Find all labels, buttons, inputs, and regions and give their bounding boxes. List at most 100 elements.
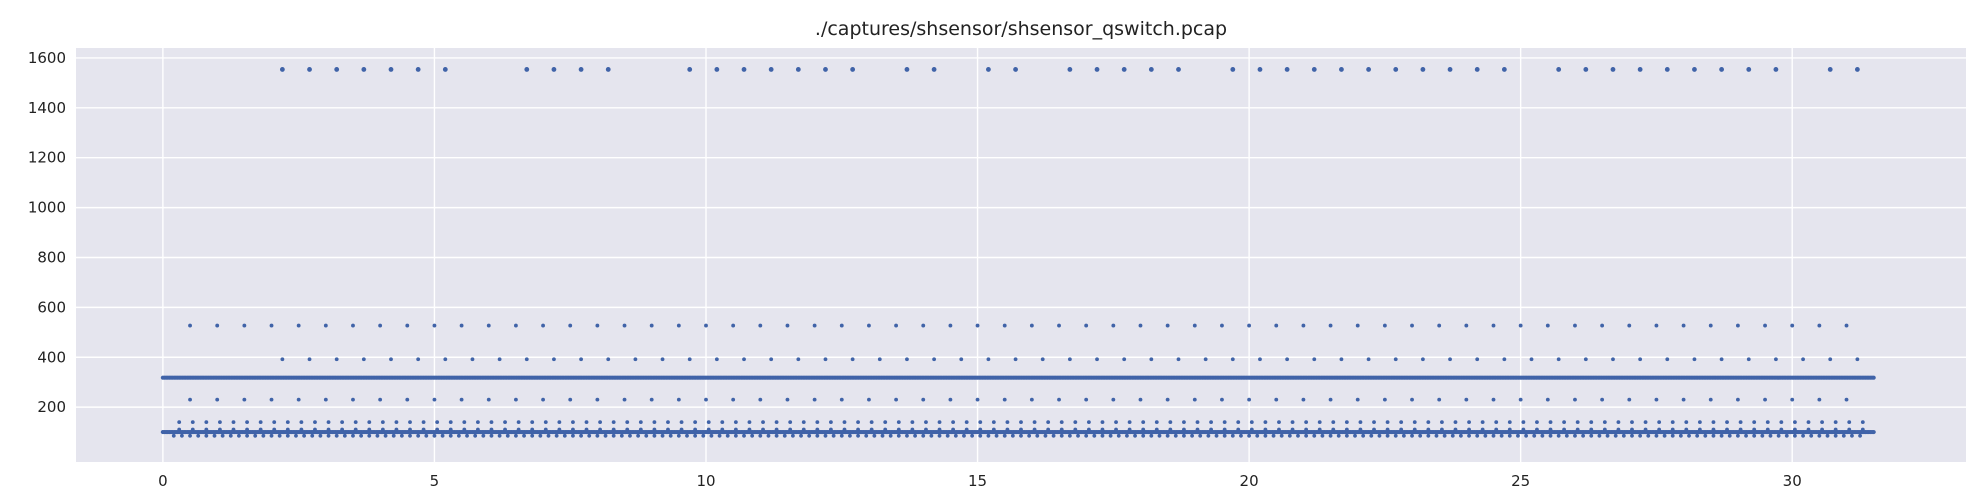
data-point xyxy=(1779,420,1784,424)
data-point xyxy=(1827,67,1833,72)
data-point xyxy=(766,433,771,438)
data-point xyxy=(1220,323,1224,328)
data-point xyxy=(1583,67,1589,72)
data-point xyxy=(497,433,502,438)
data-point xyxy=(1467,420,1471,424)
data-point xyxy=(848,433,852,438)
data-point xyxy=(978,433,983,438)
data-point xyxy=(628,433,632,438)
data-point xyxy=(405,397,410,402)
data-point xyxy=(964,420,969,424)
data-point xyxy=(994,433,999,438)
data-point xyxy=(1736,397,1740,402)
data-point xyxy=(1165,323,1170,328)
data-point xyxy=(679,420,684,424)
data-point xyxy=(1257,67,1263,72)
data-point xyxy=(603,433,608,438)
data-point xyxy=(530,420,535,424)
data-point xyxy=(514,433,518,438)
data-point xyxy=(1501,67,1507,72)
data-point xyxy=(215,397,220,402)
data-point xyxy=(1111,397,1116,402)
data-point xyxy=(1447,67,1453,72)
data-point xyxy=(1507,433,1512,438)
data-point xyxy=(1589,420,1594,424)
data-point xyxy=(334,357,339,362)
data-point xyxy=(543,420,548,424)
data-point xyxy=(578,67,584,72)
data-point xyxy=(1597,433,1602,438)
data-point xyxy=(872,433,877,438)
data-point xyxy=(1583,357,1588,362)
data-point xyxy=(644,433,649,438)
data-point xyxy=(503,420,507,424)
data-point xyxy=(340,420,345,424)
data-point xyxy=(598,420,602,424)
data-point xyxy=(1287,433,1292,438)
data-point xyxy=(1562,420,1566,424)
data-point xyxy=(421,420,426,424)
data-point xyxy=(1817,323,1822,328)
data-point xyxy=(883,420,888,424)
data-point xyxy=(605,67,611,72)
data-point xyxy=(1138,323,1143,328)
data-point xyxy=(1752,420,1757,424)
data-point xyxy=(212,433,217,438)
data-point xyxy=(1643,420,1648,424)
data-point xyxy=(706,420,711,424)
data-point xyxy=(986,357,991,362)
data-point xyxy=(1418,433,1423,438)
data-point xyxy=(1575,420,1580,424)
data-point xyxy=(1475,357,1480,362)
data-point xyxy=(1602,420,1607,424)
data-point xyxy=(261,433,266,438)
data-point xyxy=(296,397,301,402)
data-point xyxy=(1263,433,1268,438)
data-point xyxy=(741,67,747,72)
data-point xyxy=(1076,433,1080,438)
data-point xyxy=(1372,420,1376,424)
data-point xyxy=(676,433,681,438)
data-point xyxy=(622,397,627,402)
data-point xyxy=(497,357,502,362)
data-point xyxy=(1019,420,1023,424)
data-point xyxy=(1035,433,1040,438)
data-point xyxy=(1284,67,1290,72)
data-point xyxy=(546,433,551,438)
y-tick-label: 600 xyxy=(37,298,66,316)
data-point xyxy=(476,420,480,424)
data-point xyxy=(785,323,790,328)
data-point xyxy=(380,420,385,424)
data-point xyxy=(1214,433,1219,438)
data-point xyxy=(1573,433,1577,438)
data-point xyxy=(1412,420,1417,424)
data-point xyxy=(1703,433,1708,438)
data-point xyxy=(1057,323,1061,328)
data-point xyxy=(579,433,583,438)
data-point xyxy=(649,323,654,328)
data-point xyxy=(394,420,399,424)
data-point xyxy=(1746,67,1752,72)
data-point xyxy=(1426,433,1431,438)
data-point xyxy=(1790,397,1795,402)
data-point xyxy=(435,420,440,424)
data-point xyxy=(864,433,869,438)
data-point xyxy=(1190,433,1194,438)
data-point xyxy=(1320,433,1325,438)
x-tick-label: 5 xyxy=(430,472,440,490)
data-point xyxy=(323,397,328,402)
x-tick-label: 25 xyxy=(1511,472,1530,490)
data-point xyxy=(1475,433,1480,438)
data-point xyxy=(1440,420,1444,424)
data-point xyxy=(948,323,953,328)
data-point xyxy=(180,433,184,438)
data-point xyxy=(1491,323,1496,328)
data-point xyxy=(1736,323,1740,328)
data-point xyxy=(1258,357,1262,362)
data-point xyxy=(1784,433,1789,438)
data-point xyxy=(1086,420,1091,424)
data-point xyxy=(415,67,421,72)
data-point xyxy=(1437,397,1442,402)
data-point xyxy=(850,357,855,362)
data-point xyxy=(1474,67,1480,72)
